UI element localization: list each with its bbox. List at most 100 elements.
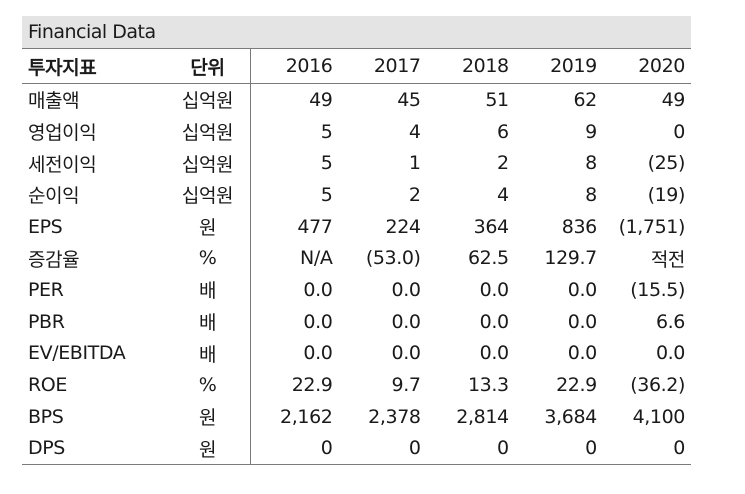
row-value: 3,684 — [544, 405, 597, 428]
row-value: 45 — [397, 88, 421, 111]
row-value: 5 — [320, 183, 333, 206]
row-value: 2,814 — [456, 405, 509, 428]
table-row: 순이익 십억원 5 2 4 8 (19) — [22, 179, 691, 211]
row-value: 0 — [602, 432, 691, 466]
row-value: 5 — [320, 120, 333, 143]
row-value: 0 — [338, 432, 427, 466]
row-value: 0.0 — [303, 310, 333, 333]
row-label: 순이익 — [28, 185, 80, 208]
row-value: 2,378 — [368, 405, 421, 428]
row-value: 22.9 — [556, 374, 597, 397]
row-value: (36.2) — [630, 374, 685, 397]
row-label: PER — [28, 278, 64, 301]
row-value: 0 — [426, 432, 515, 466]
panel-title: Financial Data — [22, 16, 691, 49]
row-value: 0.0 — [391, 342, 421, 365]
header-unit: 단위 — [165, 49, 251, 84]
row-unit: 배 — [165, 305, 251, 338]
row-value: 0.0 — [479, 310, 509, 333]
row-value: 적전 — [650, 248, 686, 271]
row-label: EPS — [28, 215, 63, 238]
row-value: 2 — [497, 152, 509, 175]
row-value: (25) — [647, 152, 686, 175]
row-value: 62 — [573, 88, 597, 111]
row-value: 0 — [673, 120, 685, 143]
row-label: BPS — [28, 405, 64, 428]
row-unit: 배 — [165, 274, 251, 306]
row-value: 13.3 — [467, 374, 509, 397]
header-row: 투자지표 단위 2016 2017 2018 2019 2020 — [22, 49, 691, 84]
row-value: 0.0 — [479, 342, 509, 365]
table-row: EV/EBITDA 배 0.0 0.0 0.0 0.0 0.0 — [22, 337, 691, 370]
row-unit: 십억원 — [165, 147, 251, 180]
row-value: 0.0 — [655, 342, 685, 365]
row-value: 8 — [585, 183, 597, 206]
row-value: 364 — [473, 215, 509, 238]
row-unit: 십억원 — [165, 115, 251, 148]
table-row: EPS 원 477 224 364 836 (1,751) — [22, 210, 691, 243]
row-value: 0.0 — [391, 310, 421, 333]
table-row: PBR 배 0.0 0.0 0.0 0.0 6.6 — [22, 305, 691, 338]
row-value: 477 — [297, 215, 333, 238]
table-row: BPS 원 2,162 2,378 2,814 3,684 4,100 — [22, 400, 691, 433]
row-value: 2 — [408, 183, 421, 206]
row-label: 영업이익 — [28, 122, 97, 145]
row-value: 4 — [408, 120, 421, 143]
row-unit: % — [165, 242, 251, 275]
row-value: N/A — [300, 247, 333, 270]
row-label: PBR — [28, 310, 65, 333]
row-value: 0 — [514, 432, 603, 466]
row-value: 0.0 — [391, 278, 421, 301]
row-value: 5 — [320, 152, 333, 175]
header-year: 2016 — [250, 49, 339, 84]
row-value: (15.5) — [630, 278, 685, 301]
table-row: 영업이익 십억원 5 4 6 9 0 — [22, 115, 691, 148]
row-value: 0.0 — [303, 278, 333, 301]
header-year: 2020 — [602, 49, 691, 84]
row-value: 6 — [497, 120, 509, 143]
row-value: 0.0 — [479, 278, 509, 301]
row-value: 2,162 — [280, 405, 333, 428]
header-year: 2018 — [426, 49, 515, 84]
table-row: PER 배 0.0 0.0 0.0 0.0 (15.5) — [22, 274, 691, 306]
row-value: 224 — [385, 215, 421, 238]
financial-data-panel: Financial Data 투자지표 단위 2016 2017 2018 20… — [22, 16, 691, 466]
row-value: 8 — [585, 152, 597, 175]
row-label: 매출액 — [28, 90, 80, 113]
row-value: 129.7 — [544, 247, 597, 270]
row-unit: % — [165, 369, 251, 401]
row-unit: 원 — [165, 400, 251, 433]
row-unit: 배 — [165, 337, 251, 370]
row-value: 0.0 — [567, 310, 597, 333]
row-value: (53.0) — [365, 247, 421, 270]
row-value: 0.0 — [303, 342, 333, 365]
row-value: (1,751) — [618, 215, 686, 238]
row-value: 836 — [561, 215, 597, 238]
row-unit: 원 — [165, 210, 251, 243]
row-unit: 원 — [165, 432, 251, 466]
table-row: DPS 원 0 0 0 0 0 — [22, 432, 691, 466]
row-value: 9.7 — [391, 374, 421, 397]
row-label: DPS — [22, 432, 166, 466]
row-value: 49 — [661, 88, 686, 111]
row-value: 0.0 — [567, 342, 597, 365]
table-row: ROE% 22.9 9.7 13.3 22.9 (36.2) — [22, 369, 691, 401]
row-value: 49 — [309, 88, 333, 111]
row-value: 4 — [497, 183, 509, 206]
row-value: 22.9 — [291, 374, 333, 397]
header-label: 투자지표 — [22, 49, 166, 84]
header-year: 2017 — [338, 49, 427, 84]
row-label: EV/EBITDA — [28, 342, 126, 365]
row-label: 증감율 — [28, 248, 80, 271]
row-value: 6.6 — [655, 310, 685, 333]
financial-table: 투자지표 단위 2016 2017 2018 2019 2020 매출액 십억원 4… — [22, 49, 691, 466]
row-value: 51 — [485, 88, 509, 111]
row-value: 62.5 — [467, 247, 509, 270]
row-unit: 십억원 — [165, 179, 251, 211]
table-row: 증감율% N/A (53.0) 62.5 129.7 적전 — [22, 242, 691, 275]
table-row: 세전이익 십억원 5 1 2 8 (25) — [22, 147, 691, 180]
row-value: 9 — [585, 120, 597, 143]
row-label: 세전이익 — [28, 153, 97, 176]
row-value: 1 — [408, 152, 421, 175]
row-value: 0.0 — [567, 278, 597, 301]
